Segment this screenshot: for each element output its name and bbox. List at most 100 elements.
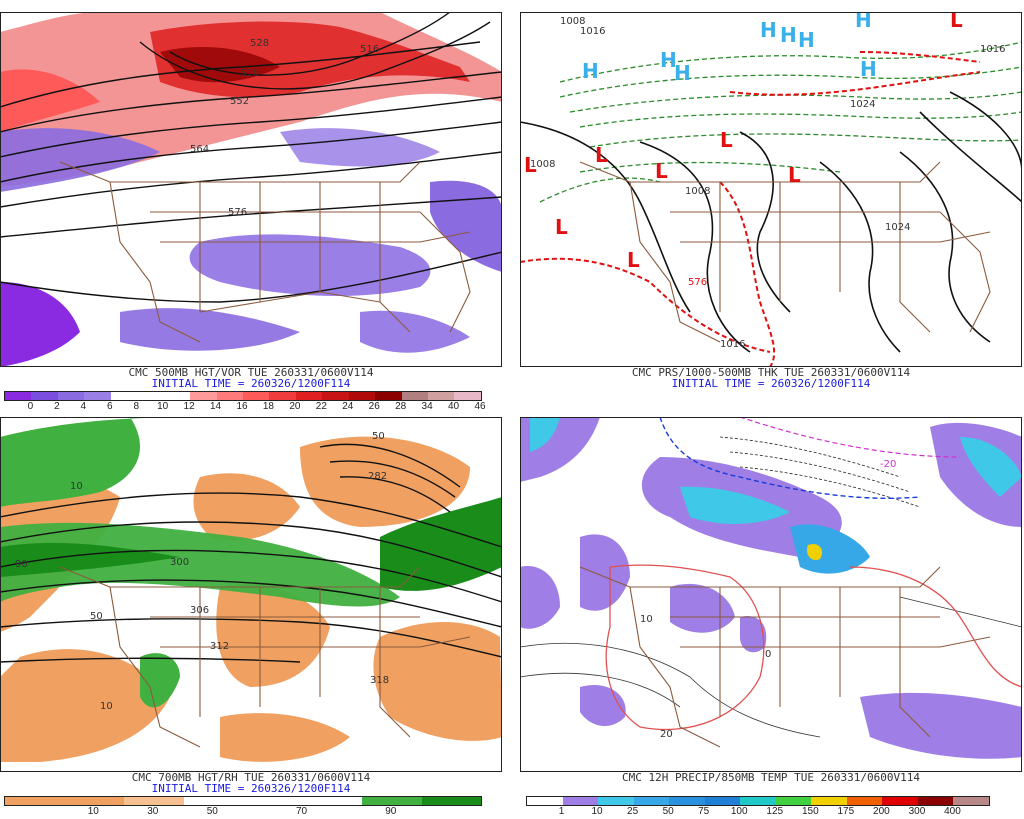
colorbar-swatch xyxy=(5,797,65,805)
high-pressure-marker: H xyxy=(860,57,877,81)
colorbar-tick-label: 10 xyxy=(87,806,99,817)
panel-precip-850temp: 0 10 20 -20 CMC 12H PRECIP/850MB TEMP TU… xyxy=(520,417,1022,819)
colorbar-tick-label: 46 xyxy=(474,401,486,412)
colorbar-swatch xyxy=(243,797,303,805)
colorbar-swatch xyxy=(110,392,138,400)
colorbar-swatch xyxy=(421,797,481,805)
high-pressure-marker: H xyxy=(674,61,691,85)
colorbar-swatch xyxy=(242,392,270,400)
colorbar-tick-label: 34 xyxy=(421,401,433,412)
contour-label: 516 xyxy=(360,44,379,55)
low-pressure-marker: L xyxy=(555,215,568,239)
colorbar-swatch xyxy=(598,797,634,805)
colorbar-tick-label: 10 xyxy=(157,401,169,412)
panel-title: CMC 12H PRECIP/850MB TEMP TUE 260331/060… xyxy=(621,771,920,784)
panel-title: CMC 500MB HGT/VOR TUE 260331/0600V114 xyxy=(128,366,374,379)
map-500mb-graphic: 528 516 510 552 564 576 xyxy=(0,12,502,367)
initial-time: INITIAL TIME = 260326/1200F114 xyxy=(151,782,351,795)
colorbar-tick-label: 75 xyxy=(698,806,710,817)
colorbar-tick-label: 200 xyxy=(873,806,890,817)
contour-label: 564 xyxy=(190,144,209,155)
map-700mb-graphic: 50 10 282 300 306 312 318 50 90 10 xyxy=(0,417,502,772)
colorbar-swatch xyxy=(811,797,847,805)
colorbar-tick-label: 50 xyxy=(206,806,218,817)
colorbar-swatch xyxy=(375,392,402,400)
high-pressure-marker: H xyxy=(660,48,677,72)
contour-label: 1008 xyxy=(530,159,555,170)
colorbar-tick-label: 20 xyxy=(289,401,301,412)
contour-label: 1016 xyxy=(720,339,745,350)
contour-label: 1008 xyxy=(685,186,710,197)
contour-label: 1024 xyxy=(850,99,875,110)
contour-label: 1008 xyxy=(560,16,585,27)
colorbar xyxy=(4,796,482,806)
colorbar-swatch xyxy=(124,797,184,805)
colorbar-swatch xyxy=(322,392,349,400)
contour-label: 50 xyxy=(90,611,103,622)
high-pressure-marker: H xyxy=(582,59,599,83)
colorbar-swatch xyxy=(454,392,481,400)
colorbar-tick-label: 175 xyxy=(837,806,855,817)
colorbar-tick-label: 10 xyxy=(591,806,603,817)
contour-label: 318 xyxy=(370,675,389,686)
colorbar-tick-label: 24 xyxy=(342,401,354,412)
contour-label: 0 xyxy=(765,649,771,660)
colorbar-swatch xyxy=(269,392,296,400)
colorbar-swatch xyxy=(527,797,563,805)
contour-label: 528 xyxy=(250,38,269,49)
colorbar-tick-label: 50 xyxy=(662,806,674,817)
colorbar-tick-label: 30 xyxy=(147,806,159,817)
colorbar-tick-label: 0 xyxy=(27,401,34,412)
map-precip: 0 10 20 -20 xyxy=(520,417,1022,772)
colorbar-tick-label: 22 xyxy=(315,401,327,412)
colorbar-swatch xyxy=(704,797,741,805)
colorbar-swatch xyxy=(31,392,58,400)
colorbar-tick-label: 40 xyxy=(447,401,460,412)
colorbar-tick-label: 25 xyxy=(627,806,639,817)
colorbar-tick-label: 4 xyxy=(80,401,87,412)
low-pressure-marker: L xyxy=(655,159,668,183)
contour-label: 306 xyxy=(190,605,209,616)
contour-label: 1016 xyxy=(980,44,1005,55)
map-pressure-graphic: H H H H H H H H L L L L L L L L 1008 101… xyxy=(520,12,1022,367)
low-pressure-marker: L xyxy=(720,128,733,152)
high-pressure-marker: H xyxy=(780,23,797,47)
panel-title: CMC 700MB HGT/RH TUE 260331/0600V114 xyxy=(131,771,371,784)
contour-label: 576 xyxy=(228,207,247,218)
colorbar-swatch xyxy=(348,392,376,400)
colorbar-swatch xyxy=(953,797,989,805)
colorbar-tick-label: 12 xyxy=(183,401,195,412)
map-700mb: 50 10 282 300 306 312 318 50 90 10 xyxy=(0,417,502,772)
map-pressure: H H H H H H H H L L L L L L L L 1008 101… xyxy=(520,12,1022,367)
colorbar-tick-label: 125 xyxy=(766,806,784,817)
colorbar-swatch xyxy=(5,392,32,400)
high-pressure-marker: H xyxy=(760,18,777,42)
panel-700mb-rh: 50 10 282 300 306 312 318 50 90 10 CMC 7… xyxy=(0,417,502,819)
colorbar-swatch xyxy=(401,392,428,400)
contour-label: 10 xyxy=(640,614,653,625)
colorbar-tick-label: 26 xyxy=(368,401,380,412)
colorbar-tick-label: 16 xyxy=(236,401,248,412)
colorbar-swatch xyxy=(846,797,883,805)
map-500mb: 528 516 510 552 564 576 xyxy=(0,12,502,367)
contour-label: 552 xyxy=(230,96,249,107)
contour-label: 282 xyxy=(368,471,387,482)
panel-pressure-thickness: H H H H H H H H L L L L L L L L 1008 101… xyxy=(520,12,1022,414)
contour-label: 20 xyxy=(660,729,673,740)
colorbar-swatch xyxy=(562,797,599,805)
colorbar-swatch xyxy=(64,797,124,805)
colorbar-tick-label: 8 xyxy=(133,401,139,412)
panel-title: CMC PRS/1000-500MB THK TUE 260331/0600V1… xyxy=(631,366,911,379)
contour-label: 10 xyxy=(100,701,113,712)
colorbar-tick-label: 14 xyxy=(209,401,222,412)
colorbar xyxy=(4,391,482,401)
contour-label: 300 xyxy=(170,557,189,568)
colorbar-swatch xyxy=(183,797,243,805)
colorbar-tick-label: 400 xyxy=(944,806,961,817)
colorbar-tick-label: 1 xyxy=(558,806,565,817)
contour-label: 1024 xyxy=(885,222,910,233)
colorbar xyxy=(526,796,990,806)
initial-time: INITIAL TIME = 260326/1200F114 xyxy=(671,377,871,390)
colorbar-swatch xyxy=(775,797,812,805)
colorbar-swatch xyxy=(917,797,954,805)
